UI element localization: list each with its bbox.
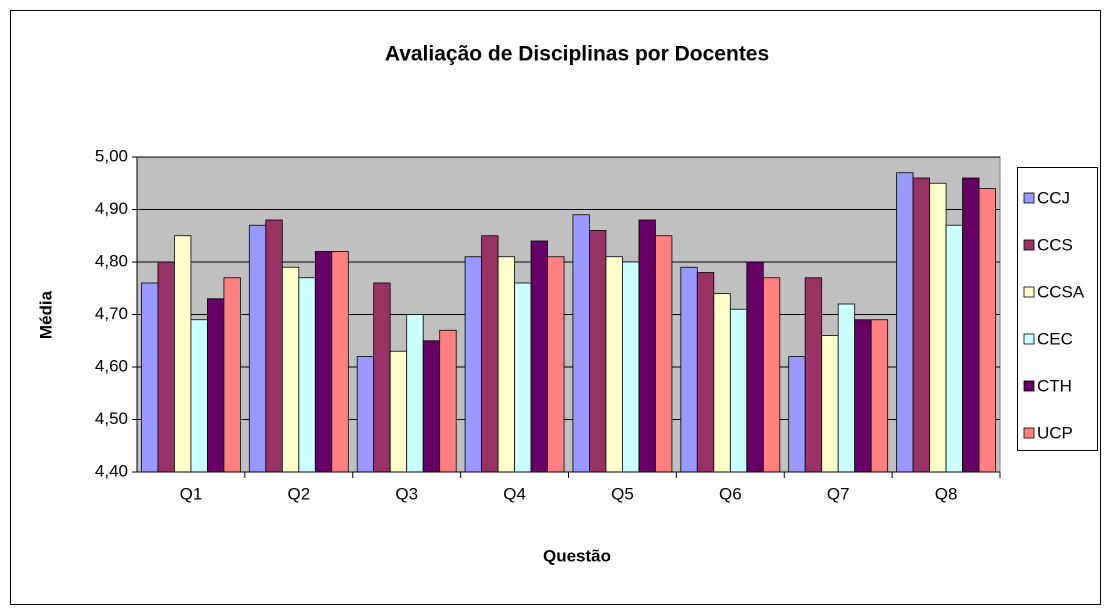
bar	[514, 282, 532, 473]
y-tick-label: 4,60	[95, 356, 128, 375]
legend-label: UCP	[1037, 423, 1073, 442]
bar	[680, 266, 698, 473]
bar	[804, 277, 823, 473]
legend-label: CEC	[1037, 329, 1073, 348]
bar	[854, 319, 872, 473]
x-tick-label: Q4	[503, 484, 526, 503]
bar	[373, 282, 391, 473]
bar	[547, 256, 565, 473]
bar	[464, 256, 482, 473]
bar	[696, 272, 715, 473]
bar	[223, 277, 241, 473]
bar	[190, 319, 208, 473]
x-axis-label: Questão	[543, 546, 611, 565]
legend-swatch	[1023, 192, 1035, 204]
bar	[945, 224, 963, 473]
bar	[912, 177, 930, 473]
bar	[589, 230, 607, 473]
bar	[837, 303, 856, 473]
bar	[929, 182, 947, 473]
bar	[331, 251, 349, 473]
x-tick-label: Q2	[287, 484, 310, 503]
bar	[638, 219, 656, 473]
bar	[389, 350, 408, 473]
x-tick-label: Q1	[180, 484, 203, 503]
bar	[821, 335, 839, 473]
x-tick-label: Q6	[719, 484, 742, 503]
bar	[356, 356, 375, 473]
bar	[406, 314, 424, 473]
x-tick-label: Q3	[395, 484, 418, 503]
y-tick-label: 4,80	[95, 251, 128, 270]
bar	[157, 261, 175, 473]
bar	[713, 293, 731, 473]
bar	[896, 172, 914, 473]
legend-label: CCS	[1037, 235, 1073, 254]
bar	[746, 261, 764, 473]
bar	[962, 177, 980, 473]
y-tick-label: 5,00	[95, 146, 128, 165]
bar	[530, 240, 548, 473]
y-tick-label: 4,70	[95, 304, 128, 323]
bar	[439, 329, 457, 473]
bar	[572, 214, 590, 473]
x-tick-label: Q8	[935, 484, 958, 503]
legend-swatch	[1023, 239, 1035, 251]
bar	[870, 319, 889, 473]
bar	[481, 235, 499, 473]
y-axis-label: Média	[36, 290, 55, 339]
legend-swatch	[1023, 333, 1035, 345]
y-tick-label: 4,50	[95, 409, 128, 428]
bar	[281, 266, 300, 473]
bar	[978, 188, 996, 473]
y-tick-label: 4,90	[95, 199, 128, 218]
y-tick-label: 4,40	[95, 461, 128, 480]
legend-swatch	[1023, 380, 1035, 392]
x-tick-label: Q7	[827, 484, 850, 503]
legend-label: CCSA	[1037, 282, 1085, 301]
bar	[265, 219, 283, 473]
bar	[729, 308, 748, 473]
x-tick-label: Q5	[611, 484, 634, 503]
bar	[314, 251, 333, 473]
bar	[422, 340, 441, 473]
legend-label: CTH	[1037, 376, 1072, 395]
legend-box	[1017, 167, 1098, 451]
legend-swatch	[1023, 427, 1035, 439]
legend-swatch	[1023, 286, 1035, 298]
bar	[207, 298, 225, 473]
bar	[622, 261, 640, 473]
bar	[497, 256, 515, 473]
bar	[174, 235, 192, 473]
bar	[248, 224, 267, 473]
bar	[762, 277, 781, 473]
bar	[605, 256, 623, 473]
bar	[655, 235, 673, 473]
bar	[298, 277, 316, 473]
legend-label: CCJ	[1037, 188, 1070, 207]
chart-title: Avaliação de Disciplinas por Docentes	[385, 43, 769, 66]
bar	[141, 282, 159, 473]
bar	[788, 356, 806, 473]
